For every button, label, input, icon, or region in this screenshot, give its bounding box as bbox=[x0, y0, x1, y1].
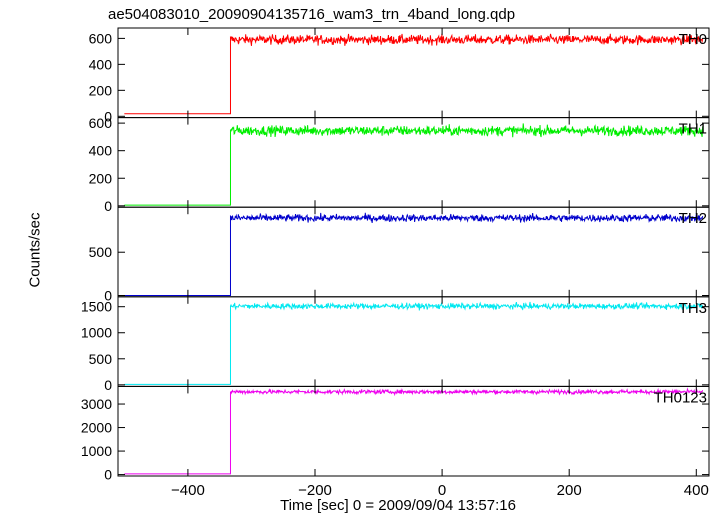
series-line-th0123 bbox=[124, 387, 704, 475]
panel-frame-th0123 bbox=[117, 385, 710, 477]
y-tick-label: 0 bbox=[104, 467, 112, 483]
panel-label-th0: TH0 bbox=[679, 31, 707, 48]
y-tick-label: 0 bbox=[104, 198, 112, 214]
y-tick-label: 0 bbox=[104, 288, 112, 304]
y-tick-label: 3000 bbox=[81, 396, 112, 412]
panel-label-th3: TH3 bbox=[679, 300, 707, 317]
y-tick-label: 500 bbox=[89, 244, 113, 260]
series-line-th1 bbox=[124, 123, 704, 206]
panel-label-th0123: TH0123 bbox=[654, 389, 707, 406]
series-line-th3 bbox=[124, 301, 704, 385]
panel-frame-th0 bbox=[117, 27, 710, 119]
y-tick-label: 600 bbox=[89, 30, 113, 46]
y-tick-label: 1000 bbox=[81, 443, 112, 459]
y-tick-label: 400 bbox=[89, 143, 113, 159]
x-tick-label: 400 bbox=[684, 482, 709, 499]
y-tick-label: 600 bbox=[89, 115, 113, 131]
y-tick-label: 1500 bbox=[81, 299, 112, 315]
y-tick-label: 400 bbox=[89, 56, 113, 72]
y-tick-label: 0 bbox=[104, 108, 112, 124]
y-tick-label: 500 bbox=[89, 351, 113, 367]
x-tick-label: −200 bbox=[298, 482, 332, 499]
series-line-th0 bbox=[124, 33, 704, 115]
x-axis-label: Time [sec] 0 = 2009/09/04 13:57:16 bbox=[280, 497, 516, 514]
x-tick-label: 200 bbox=[557, 482, 582, 499]
y-tick-label: 2000 bbox=[81, 420, 112, 436]
y-tick-label: 200 bbox=[89, 82, 113, 98]
panel-frame-th3 bbox=[117, 296, 710, 387]
y-axis-label: Counts/sec bbox=[26, 212, 44, 288]
y-tick-label: 1000 bbox=[81, 325, 112, 341]
panel-label-th1: TH1 bbox=[679, 121, 707, 138]
x-tick-label: −400 bbox=[171, 482, 205, 499]
x-tick-label: 0 bbox=[438, 482, 446, 499]
chart-title: ae504083010_20090904135716_wam3_trn_4ban… bbox=[108, 6, 516, 23]
series-line-th2 bbox=[124, 212, 704, 296]
y-tick-label: 200 bbox=[89, 170, 113, 186]
y-tick-label: 0 bbox=[104, 377, 112, 393]
panel-label-th2: TH2 bbox=[679, 210, 707, 227]
